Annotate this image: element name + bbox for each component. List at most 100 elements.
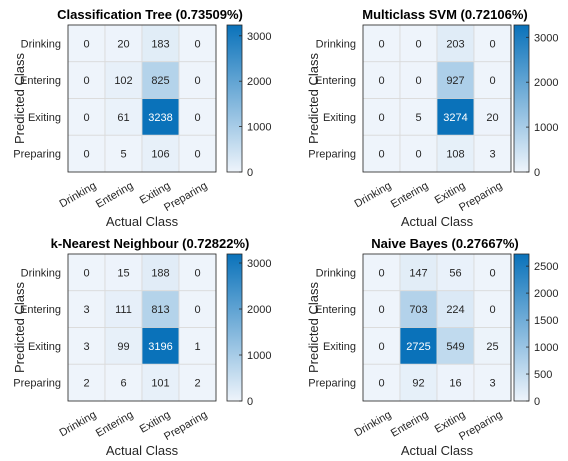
cell-value-label: 2 bbox=[83, 378, 89, 390]
cell-value-label: 813 bbox=[151, 304, 169, 316]
heatmap-cell bbox=[104, 24, 143, 63]
cell-value-label: 147 bbox=[409, 267, 427, 279]
heatmap-cell bbox=[141, 327, 180, 365]
heatmap-cell bbox=[436, 290, 475, 328]
cell-value-label: 203 bbox=[446, 38, 464, 50]
colorbar-tick-label: 2000 bbox=[534, 77, 558, 89]
plot-frame bbox=[67, 253, 217, 402]
cell-value-label: 549 bbox=[446, 341, 464, 353]
cell-value-label: 56 bbox=[449, 267, 461, 279]
x-axis-label: Actual Class bbox=[106, 443, 179, 458]
y-tick-label: Preparing bbox=[308, 149, 356, 161]
chart-title: Classification Tree (0.73509%) bbox=[57, 7, 243, 22]
cell-value-label: 0 bbox=[83, 149, 89, 161]
y-axis-label: Predicted Class bbox=[306, 281, 321, 373]
heatmap-cell bbox=[178, 98, 217, 136]
cell-value-label: 102 bbox=[114, 75, 132, 87]
x-axis-label: Actual Class bbox=[401, 214, 474, 229]
cell-value-label: 224 bbox=[446, 304, 464, 316]
heatmap-cell bbox=[436, 363, 475, 402]
heatmap-cell bbox=[399, 363, 438, 402]
cell-value-label: 0 bbox=[194, 149, 200, 161]
confusion-matrix-panel: Classification Tree (0.73509%) 0 20 183 0 0 10… bbox=[12, 7, 271, 229]
y-tick-label: Exiting bbox=[28, 112, 61, 124]
cell-value-label: 3 bbox=[489, 378, 495, 390]
heatmap-cell bbox=[399, 98, 438, 136]
cell-value-label: 0 bbox=[489, 304, 495, 316]
cell-value-label: 92 bbox=[412, 378, 424, 390]
y-axis-label: Predicted Class bbox=[12, 52, 27, 144]
cell-value-label: 106 bbox=[151, 149, 169, 161]
cell-value-label: 3274 bbox=[443, 112, 467, 124]
y-tick-label: Exiting bbox=[323, 112, 356, 124]
chart-title: Naive Bayes (0.27667%) bbox=[371, 236, 518, 251]
cell-value-label: 0 bbox=[378, 341, 384, 353]
confusion-matrix-panel: Multiclass SVM (0.72106%)0 0 203 00 0 927 00 5 3… bbox=[306, 7, 558, 229]
heatmap-cell bbox=[67, 363, 106, 402]
colorbar-tick-label: 2000 bbox=[247, 304, 271, 316]
y-tick-label: Preparing bbox=[308, 378, 356, 390]
cell-value-label: 0 bbox=[83, 112, 89, 124]
cell-value-label: 0 bbox=[194, 112, 200, 124]
cell-value-label: 0 bbox=[489, 267, 495, 279]
x-tick-label: Drinking bbox=[352, 180, 393, 211]
confusion-matrix-panel: k-Nearest Neighbour (0.72822%)0 15 188 03 11… bbox=[12, 236, 271, 458]
cell-value-label: 3 bbox=[489, 149, 495, 161]
cell-value-label: 3196 bbox=[148, 341, 172, 353]
plot-frame bbox=[362, 24, 512, 173]
cell-value-label: 5 bbox=[415, 112, 421, 124]
cell-value-label: 0 bbox=[415, 38, 421, 50]
colorbar bbox=[513, 253, 530, 402]
cell-value-label: 0 bbox=[378, 149, 384, 161]
cell-value-label: 101 bbox=[151, 378, 169, 390]
colorbar-tick-label: 1000 bbox=[247, 350, 271, 362]
cell-value-label: 0 bbox=[194, 75, 200, 87]
heatmap-cell bbox=[399, 290, 438, 328]
heatmap-cell bbox=[104, 61, 143, 99]
colorbar-tick-label: 3000 bbox=[247, 258, 271, 270]
cell-value-label: 0 bbox=[83, 38, 89, 50]
x-axis-label: Actual Class bbox=[401, 443, 474, 458]
cell-value-label: 703 bbox=[409, 304, 427, 316]
x-tick-label: Entering bbox=[94, 409, 135, 440]
heatmap-cell bbox=[104, 98, 143, 136]
colorbar-tick-label: 3000 bbox=[534, 32, 558, 44]
cell-value-label: 188 bbox=[151, 267, 169, 279]
heatmap-cell bbox=[473, 61, 512, 99]
heatmap-cell bbox=[178, 61, 217, 99]
colorbar bbox=[226, 24, 243, 173]
heatmap-cell bbox=[67, 290, 106, 328]
cell-value-label: 111 bbox=[115, 304, 132, 316]
cell-value-label: 0 bbox=[83, 75, 89, 87]
cell-value-label: 0 bbox=[489, 38, 495, 50]
y-tick-label: Drinking bbox=[21, 267, 61, 279]
y-axis-label: Predicted Class bbox=[306, 52, 321, 144]
cell-value-label: 0 bbox=[194, 267, 200, 279]
heatmap-cell bbox=[362, 24, 401, 63]
cell-value-label: 2725 bbox=[406, 341, 430, 353]
x-tick-label: Drinking bbox=[57, 409, 98, 440]
heatmap-cell bbox=[178, 363, 217, 402]
cell-value-label: 0 bbox=[378, 38, 384, 50]
y-tick-label: Preparing bbox=[13, 378, 61, 390]
plot-frame bbox=[67, 24, 217, 173]
heatmap-cell bbox=[436, 327, 475, 365]
cell-value-label: 20 bbox=[486, 112, 498, 124]
cell-value-label: 61 bbox=[117, 112, 129, 124]
heatmap-cell bbox=[362, 363, 401, 402]
colorbar-tick-label: 0 bbox=[247, 167, 253, 179]
heatmap-cell bbox=[473, 327, 512, 365]
heatmap-cell bbox=[67, 253, 106, 292]
x-tick-label: Drinking bbox=[57, 180, 98, 211]
cell-value-label: 0 bbox=[378, 378, 384, 390]
chart-title: Multiclass SVM (0.72106%) bbox=[362, 7, 527, 22]
cell-value-label: 2 bbox=[194, 378, 200, 390]
cell-value-label: 825 bbox=[151, 75, 169, 87]
heatmap-cell bbox=[362, 98, 401, 136]
y-tick-label: Drinking bbox=[21, 38, 61, 50]
colorbar-tick-label: 0 bbox=[534, 396, 540, 408]
cell-value-label: 0 bbox=[378, 267, 384, 279]
colorbar-tick-label: 2000 bbox=[534, 288, 558, 300]
cell-value-label: 0 bbox=[194, 304, 200, 316]
heatmap-cell bbox=[141, 290, 180, 328]
